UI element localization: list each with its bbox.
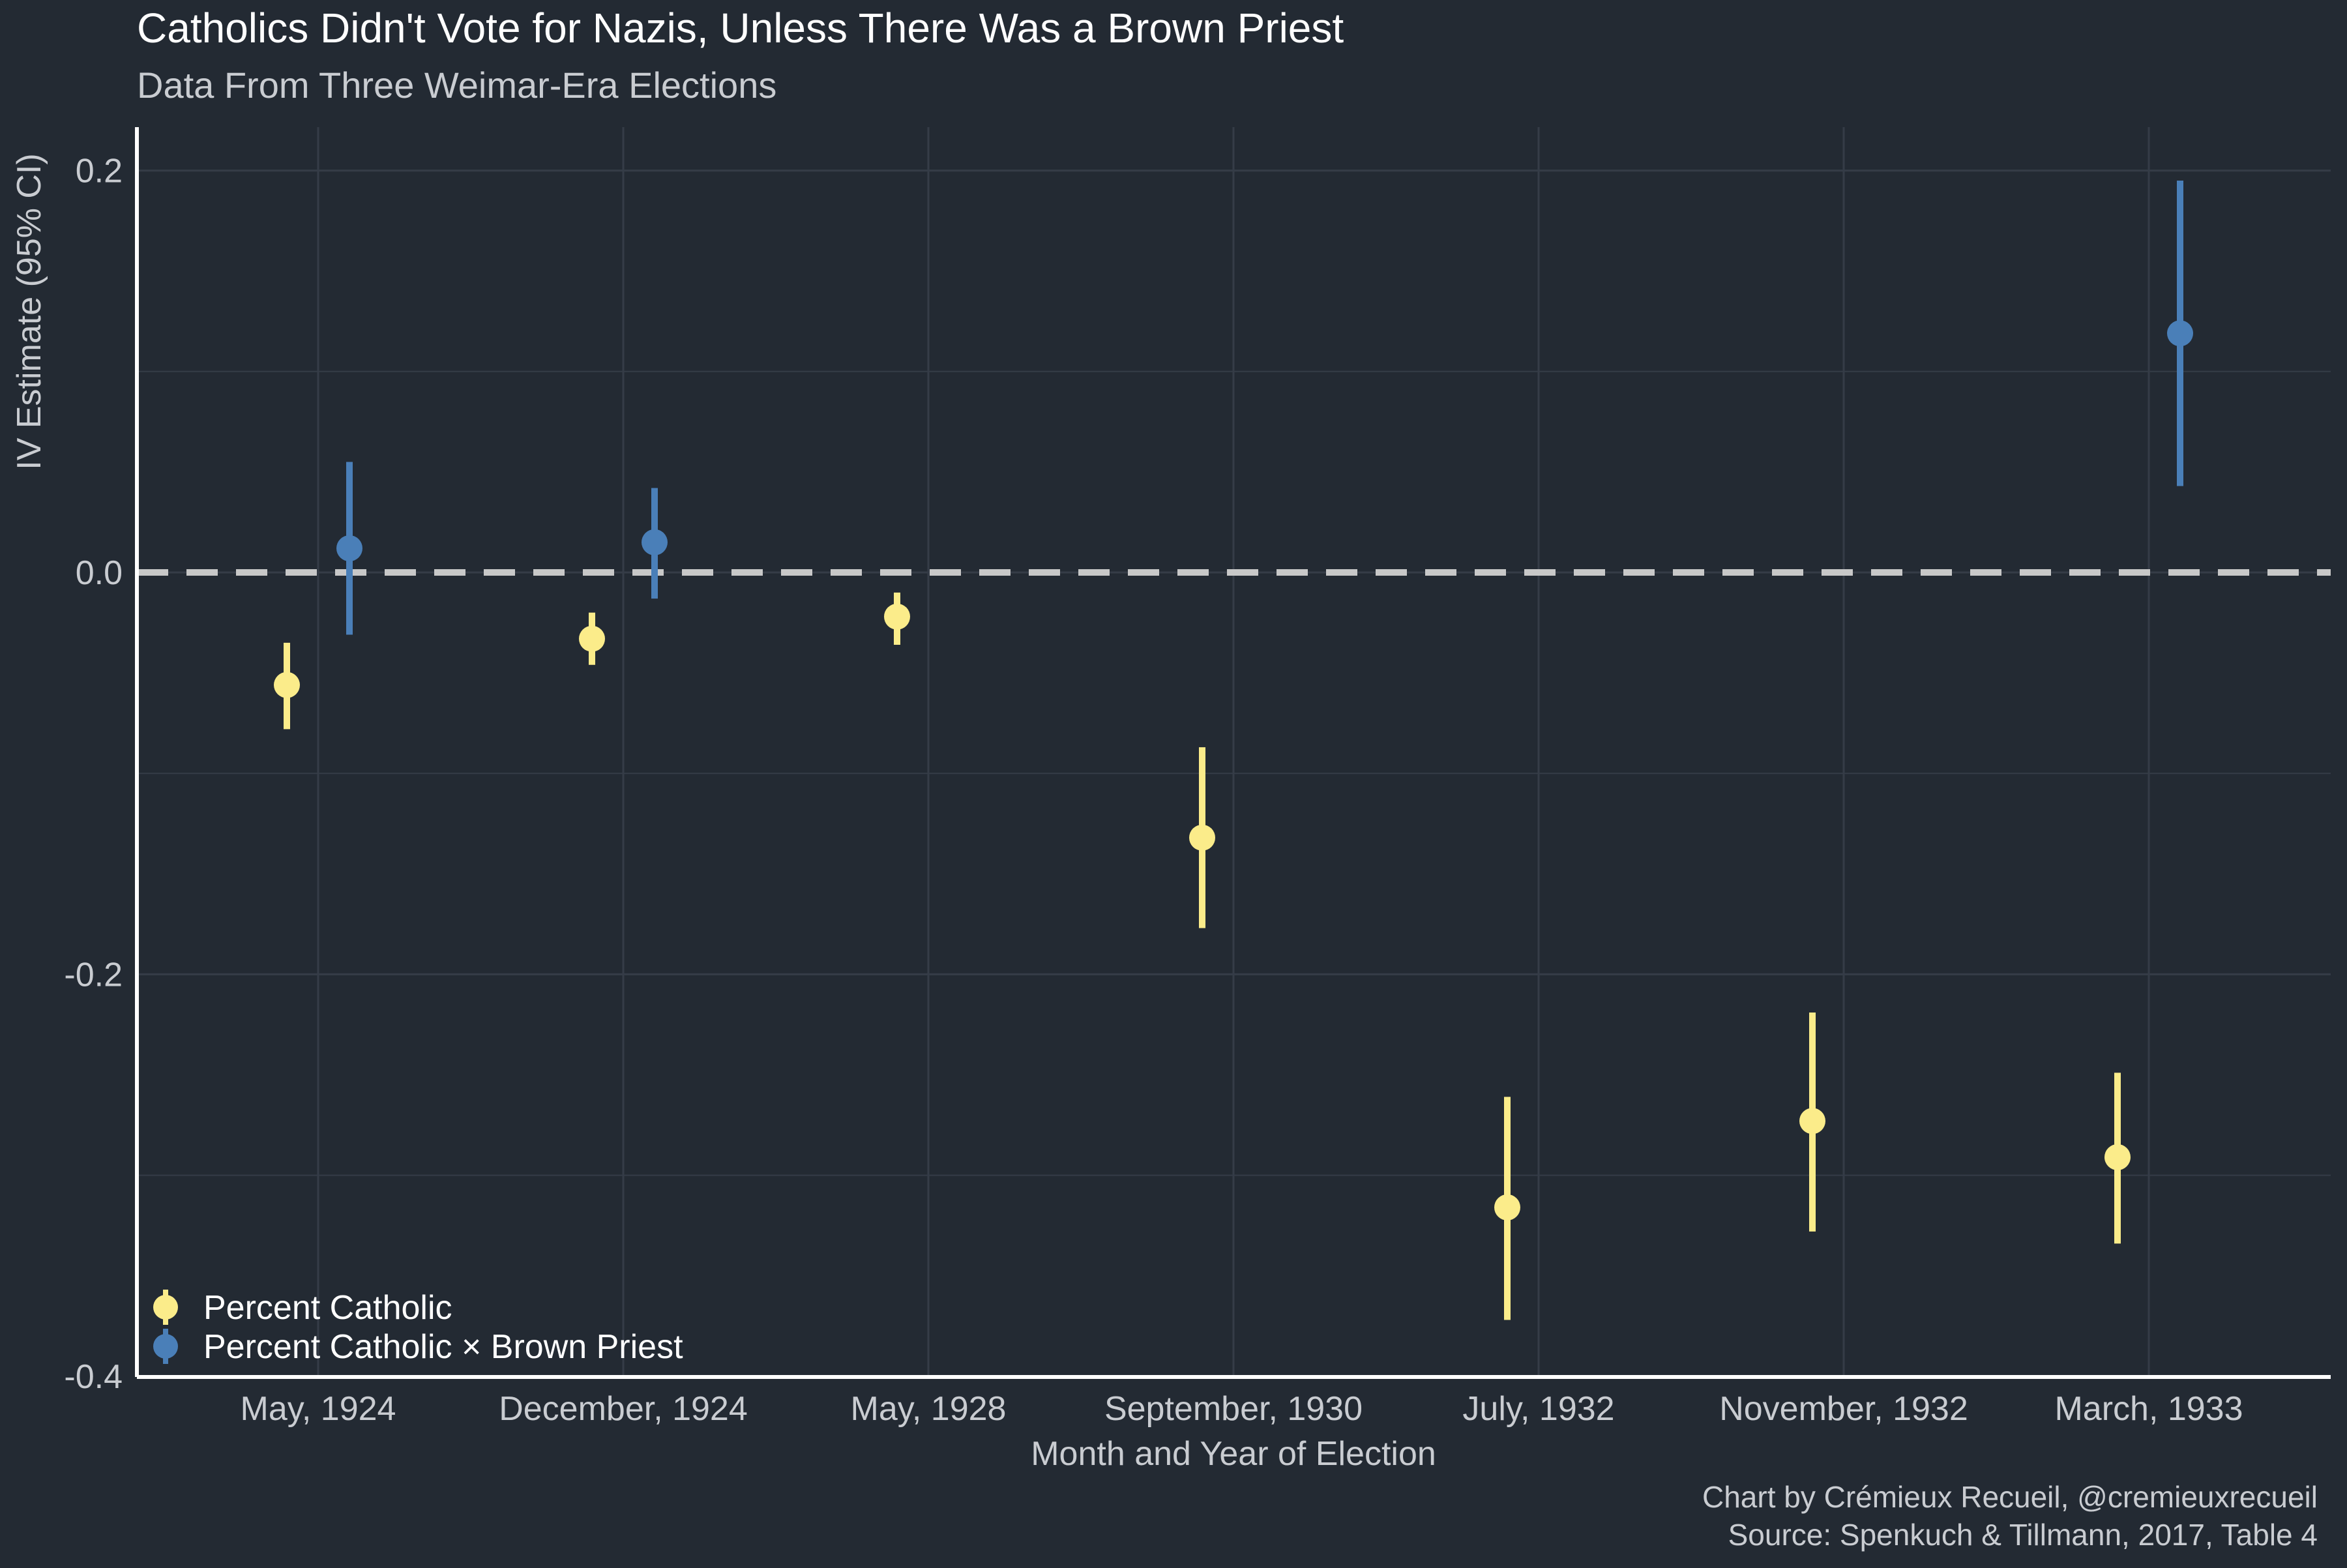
legend-label-percent-catholic: Percent Catholic: [203, 1289, 452, 1327]
point-group-percent-catholic-march-1933: [2104, 1072, 2131, 1244]
point-percent-catholic-brown-priest-march-1933: [2167, 320, 2193, 347]
x-tick-label-december-1924: December, 1924: [499, 1390, 748, 1428]
x-tick-label-november-1932: November, 1932: [1719, 1390, 1968, 1428]
point-group-percent-catholic-july-1932: [1494, 1097, 1520, 1320]
point-group-percent-catholic-brown-priest-december-1924: [642, 488, 668, 599]
legend-label-brown-priest: Percent Catholic × Brown Priest: [203, 1328, 683, 1366]
legend-swatch-percent-catholic: [153, 1295, 178, 1320]
point-group-percent-catholic-may-1928: [884, 592, 910, 645]
point-group-percent-catholic-brown-priest-march-1933: [2167, 181, 2193, 486]
axes-layer: [135, 127, 2331, 1379]
x-tick-label-may-1928: May, 1928: [851, 1390, 1007, 1428]
point-percent-catholic-may-1928: [884, 603, 910, 630]
point-group-percent-catholic-december-1924: [579, 612, 605, 665]
tick-labels-layer: 0.2 0.0 -0.2 -0.4 May, 1924 December, 1924 May…: [64, 153, 2243, 1428]
caption-source: Source: Spenkuch & Tillmann, 2017, Table…: [1728, 1518, 2318, 1552]
point-percent-catholic-may-1924: [274, 672, 300, 698]
chart-title: Catholics Didn't Vote for Nazis, Unless …: [137, 5, 1344, 52]
marks-layer: [274, 181, 2193, 1320]
y-tick-label: 0.0: [76, 554, 123, 592]
x-tick-label-may-1924: May, 1924: [241, 1390, 396, 1428]
point-percent-catholic-brown-priest-december-1924: [642, 529, 668, 555]
point-percent-catholic-brown-priest-may-1924: [336, 535, 362, 562]
y-tick-label: -0.4: [64, 1358, 123, 1396]
x-tick-label-july-1932: July, 1932: [1462, 1390, 1614, 1428]
y-tick-label: -0.2: [64, 956, 123, 994]
x-tick-label-september-1930: September, 1930: [1104, 1390, 1363, 1428]
y-axis-label: IV Estimate (95% CI): [10, 153, 48, 469]
x-tick-label-march-1933: March, 1933: [2054, 1390, 2243, 1428]
caption-credit: Chart by Crémieux Recueil, @cremieuxrecu…: [1702, 1480, 2318, 1514]
point-percent-catholic-november-1932: [1799, 1108, 1825, 1134]
legend-swatch-brown-priest: [153, 1334, 178, 1359]
point-percent-catholic-september-1930: [1189, 824, 1215, 851]
legend: Percent Catholic Percent Catholic × Brow…: [153, 1289, 683, 1366]
point-percent-catholic-july-1932: [1494, 1194, 1520, 1220]
point-group-percent-catholic-november-1932: [1799, 1012, 1825, 1232]
point-percent-catholic-december-1924: [579, 625, 605, 652]
point-group-percent-catholic-may-1924: [274, 642, 300, 730]
point-group-percent-catholic-september-1930: [1189, 747, 1215, 928]
x-axis-label: Month and Year of Election: [1031, 1435, 1436, 1473]
chart-subtitle: Data From Three Weimar-Era Elections: [137, 65, 776, 106]
y-tick-label: 0.2: [76, 153, 123, 190]
point-group-percent-catholic-brown-priest-may-1924: [336, 462, 362, 635]
point-percent-catholic-march-1933: [2104, 1144, 2131, 1170]
